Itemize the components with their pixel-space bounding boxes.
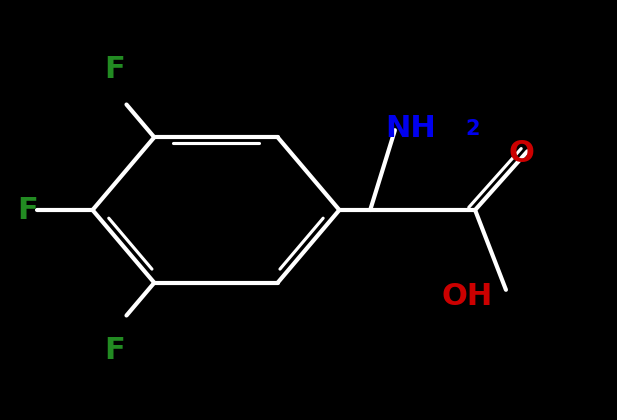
Text: OH: OH xyxy=(441,281,492,311)
Text: F: F xyxy=(104,336,125,365)
Text: NH: NH xyxy=(386,113,436,143)
Text: O: O xyxy=(508,139,534,168)
Text: F: F xyxy=(104,55,125,84)
Text: 2: 2 xyxy=(466,118,481,139)
Text: F: F xyxy=(17,195,38,225)
